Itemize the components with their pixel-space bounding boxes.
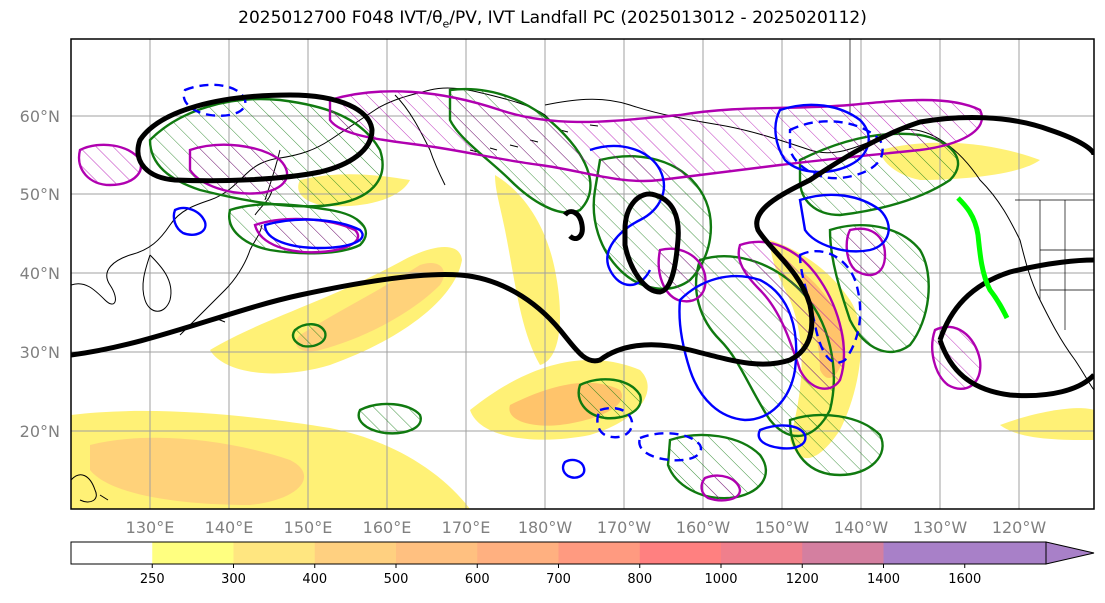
ivt-band-tropics-east bbox=[1000, 408, 1094, 440]
colorbar-tick-label: 700 bbox=[546, 572, 571, 587]
pv-green-pacific-small bbox=[291, 323, 327, 348]
colorbar-tick-label: 250 bbox=[140, 572, 165, 587]
landfall-highlight bbox=[956, 196, 1010, 320]
lon-label: 160°W bbox=[676, 518, 731, 537]
colorbar-tick-label: 400 bbox=[302, 572, 327, 587]
blue-central bbox=[589, 144, 666, 287]
pv-green-tropics-4 bbox=[357, 402, 422, 435]
lon-label: 130°E bbox=[126, 518, 175, 537]
boundaries bbox=[849, 39, 1094, 330]
colorbar-tick-label: 1200 bbox=[786, 572, 819, 587]
colorbar-segment bbox=[883, 542, 966, 564]
blue-small bbox=[561, 458, 586, 479]
lon-label: 170°E bbox=[442, 518, 491, 537]
blue-gulf bbox=[774, 103, 870, 174]
lat-label: 60°N bbox=[20, 107, 60, 126]
black-contour-siberia bbox=[135, 92, 375, 184]
pv-green-tropics-3 bbox=[788, 413, 884, 477]
lon-label: 140°W bbox=[834, 518, 889, 537]
colorbar-tick-label: 600 bbox=[465, 572, 490, 587]
colorbar: 250 300 400 500 600 700 800 1000 1200 1400 1600 bbox=[70, 541, 1095, 587]
black-contour-south bbox=[937, 339, 1094, 399]
black-contour-small bbox=[562, 209, 585, 241]
theta-blue-contours bbox=[172, 103, 890, 479]
colorbar-tick-label: 1000 bbox=[704, 572, 737, 587]
colorbar-segment bbox=[477, 542, 559, 564]
ivt-core-pacific bbox=[296, 262, 444, 352]
chart-title: 2025012700 F048 IVT/θe/PV, IVT Landfall … bbox=[238, 8, 867, 31]
map-panel bbox=[71, 39, 1094, 509]
state-lines bbox=[1039, 200, 1094, 330]
korea-coast bbox=[142, 254, 172, 312]
pv-green-tropics-2 bbox=[666, 433, 767, 500]
lat-label: 30°N bbox=[20, 343, 60, 362]
black-contour-subtropical bbox=[71, 114, 1094, 367]
colorbar-segment bbox=[964, 542, 1047, 564]
magenta-tropics bbox=[700, 474, 742, 502]
colorbar-segment bbox=[314, 542, 397, 564]
lon-label: 150°E bbox=[284, 518, 333, 537]
lon-label: 120°W bbox=[992, 518, 1047, 537]
colorbar-segment bbox=[71, 542, 153, 564]
blue-japan-sea bbox=[263, 218, 364, 250]
na-west-coast bbox=[1019, 239, 1094, 391]
blue-dashed-tropics bbox=[596, 406, 634, 439]
map-frame bbox=[70, 38, 1095, 510]
lon-label: 160°E bbox=[363, 518, 412, 537]
magenta-okhotsk bbox=[77, 143, 143, 187]
lon-label: 140°E bbox=[205, 518, 254, 537]
blue-offshore bbox=[798, 193, 890, 253]
colorbar-segment bbox=[639, 542, 722, 564]
lon-label: 130°W bbox=[913, 518, 968, 537]
magenta-bering-ridge bbox=[328, 90, 984, 183]
ivt-band-dateline bbox=[495, 175, 560, 365]
lon-labels: 130°E 140°E 150°E 160°E 170°E 180°W 170°… bbox=[126, 518, 1047, 537]
colorbar-tick-label: 300 bbox=[221, 572, 246, 587]
colorbar-extend-arrow bbox=[1045, 541, 1095, 565]
blue-tropics bbox=[757, 424, 807, 450]
black-contour-west-coast bbox=[937, 257, 1094, 341]
lat-label: 20°N bbox=[20, 422, 60, 441]
colorbar-segment bbox=[802, 542, 884, 564]
colorbar-segment bbox=[152, 542, 234, 564]
colorbar-segment bbox=[233, 542, 316, 564]
blue-east-trough bbox=[678, 274, 798, 422]
black-contour-central bbox=[622, 191, 681, 295]
colorbar-tick-label: 800 bbox=[627, 572, 652, 587]
colorbar-segment bbox=[721, 542, 803, 564]
lat-label: 50°N bbox=[20, 185, 60, 204]
lon-label: 180°W bbox=[518, 518, 573, 537]
colorbar-ticks: 250 300 400 500 600 700 800 1000 1200 1400 1600 bbox=[140, 564, 981, 587]
lon-label: 150°W bbox=[755, 518, 810, 537]
colorbar-segments bbox=[71, 542, 1047, 564]
blue-dashed-tropics-2 bbox=[638, 432, 703, 462]
ivt-core-subtropical bbox=[90, 437, 305, 505]
blue-sakhalin bbox=[172, 206, 207, 236]
lon-label: 170°W bbox=[597, 518, 652, 537]
colorbar-tick-label: 1600 bbox=[948, 572, 981, 587]
philippines bbox=[71, 474, 109, 503]
lat-label: 40°N bbox=[20, 264, 60, 283]
blue-dashed-siberia bbox=[182, 83, 247, 117]
colorbar-segment bbox=[558, 542, 641, 564]
colorbar-segment bbox=[396, 542, 478, 564]
lat-labels: 60°N 50°N 40°N 30°N 20°N bbox=[20, 107, 60, 441]
colorbar-tick-label: 1400 bbox=[867, 572, 900, 587]
pv-green-tropics-1 bbox=[577, 378, 642, 420]
blue-dashed-gulf bbox=[788, 120, 884, 180]
colorbar-tick-label: 500 bbox=[384, 572, 409, 587]
pc-black-contours bbox=[71, 92, 1094, 399]
